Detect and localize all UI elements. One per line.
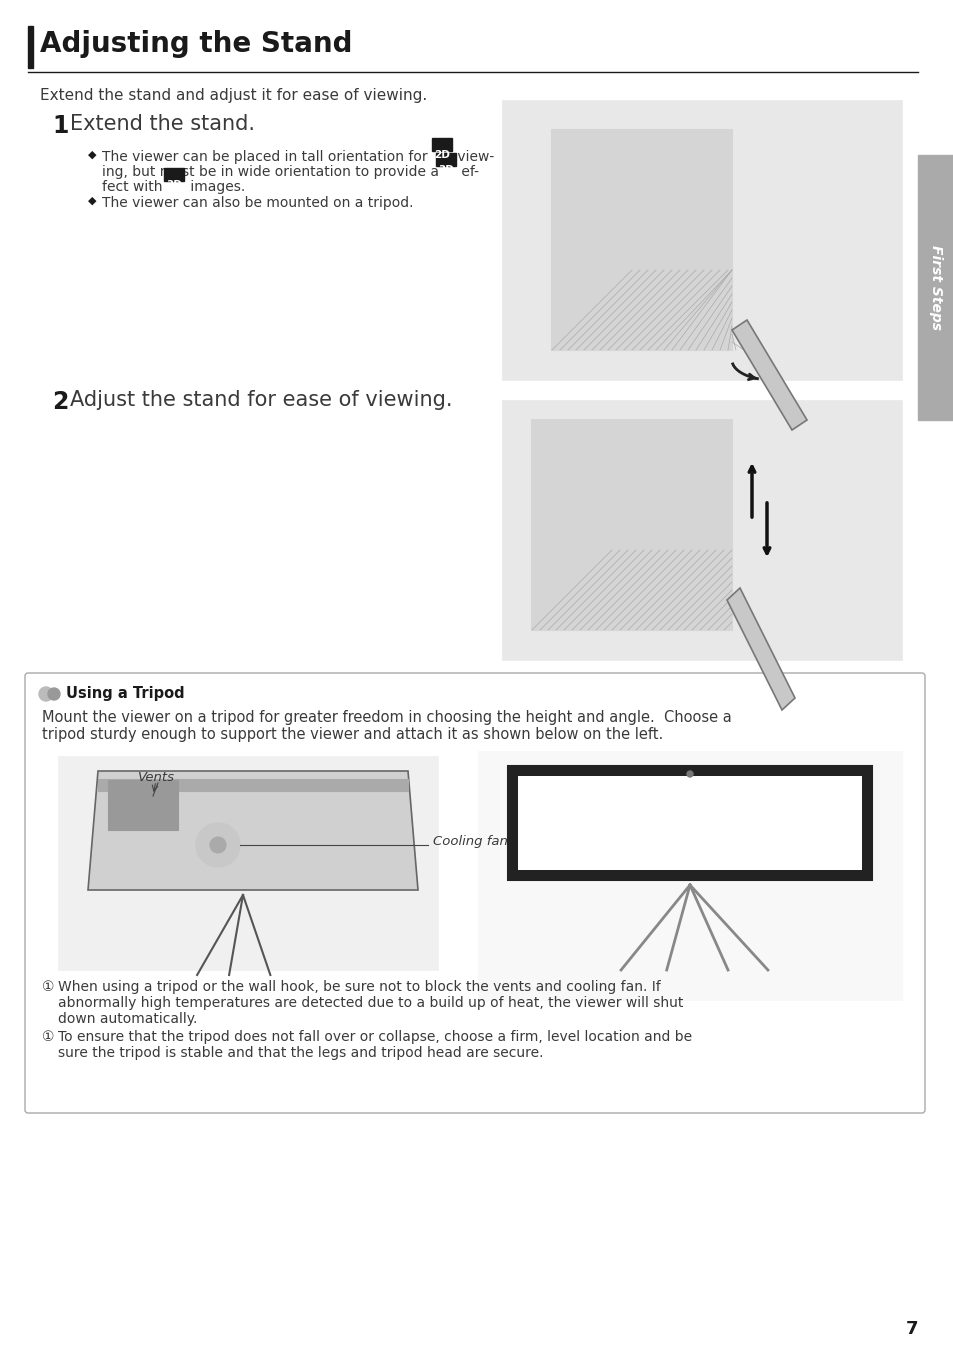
- Text: Cooling fan: Cooling fan: [433, 835, 507, 849]
- Text: 3D: 3D: [166, 180, 182, 190]
- Text: fect with: fect with: [102, 180, 167, 194]
- Bar: [517, 776, 862, 871]
- Text: 2D: 2D: [434, 150, 450, 160]
- Text: 2: 2: [52, 390, 69, 414]
- Text: ing, but must be in wide orientation to provide a: ing, but must be in wide orientation to …: [102, 165, 443, 179]
- Circle shape: [39, 686, 53, 701]
- Text: To ensure that the tripod does not fall over or collapse, choose a firm, level l: To ensure that the tripod does not fall …: [58, 1030, 691, 1044]
- FancyBboxPatch shape: [25, 673, 924, 1113]
- Text: 3D: 3D: [437, 165, 454, 175]
- Text: ①: ①: [42, 1030, 54, 1044]
- Text: Mount the viewer on a tripod for greater freedom in choosing the height and angl: Mount the viewer on a tripod for greater…: [42, 709, 731, 724]
- Text: images.: images.: [186, 180, 245, 194]
- Text: Using a Tripod: Using a Tripod: [66, 686, 185, 701]
- Text: Adjusting the Stand: Adjusting the Stand: [40, 30, 352, 58]
- Text: Extend the stand and adjust it for ease of viewing.: Extend the stand and adjust it for ease …: [40, 88, 427, 103]
- Bar: [532, 420, 731, 630]
- Polygon shape: [726, 588, 794, 709]
- Circle shape: [195, 823, 240, 867]
- Text: ef-: ef-: [456, 165, 478, 179]
- Bar: [507, 766, 871, 880]
- Text: ◆: ◆: [88, 196, 96, 206]
- Text: When using a tripod or the wall hook, be sure not to block the vents and cooling: When using a tripod or the wall hook, be…: [58, 980, 660, 994]
- Circle shape: [139, 814, 152, 829]
- Bar: [164, 168, 184, 181]
- Text: tripod sturdy enough to support the viewer and attach it as shown below on the l: tripod sturdy enough to support the view…: [42, 727, 662, 742]
- Circle shape: [157, 814, 171, 829]
- Bar: [436, 153, 456, 167]
- Text: Extend the stand.: Extend the stand.: [70, 114, 254, 134]
- Text: view-: view-: [453, 150, 494, 164]
- Polygon shape: [88, 770, 417, 890]
- Circle shape: [48, 688, 60, 700]
- Text: Adjust the stand for ease of viewing.: Adjust the stand for ease of viewing.: [70, 390, 452, 410]
- Text: abnormally high temperatures are detected due to a build up of heat, the viewer : abnormally high temperatures are detecte…: [58, 997, 682, 1010]
- Text: 7: 7: [904, 1320, 917, 1338]
- Bar: [432, 138, 452, 152]
- Bar: [58, 756, 437, 969]
- Text: Vents: Vents: [138, 770, 174, 784]
- Bar: [108, 780, 178, 830]
- Polygon shape: [731, 320, 806, 431]
- Text: ①: ①: [42, 980, 54, 994]
- Circle shape: [121, 814, 135, 829]
- Bar: [552, 130, 731, 349]
- Bar: [501, 399, 901, 659]
- Text: ◆: ◆: [88, 150, 96, 160]
- Text: The viewer can also be mounted on a tripod.: The viewer can also be mounted on a trip…: [102, 196, 413, 210]
- Bar: [477, 751, 901, 1001]
- Circle shape: [210, 837, 226, 853]
- Bar: [28, 26, 33, 68]
- Text: 1: 1: [52, 114, 69, 138]
- Circle shape: [686, 770, 692, 777]
- Bar: [917, 154, 953, 420]
- Bar: [501, 100, 901, 380]
- Text: down automatically.: down automatically.: [58, 1011, 197, 1026]
- Text: The viewer can be placed in tall orientation for: The viewer can be placed in tall orienta…: [102, 150, 432, 164]
- Text: First Steps: First Steps: [928, 245, 942, 330]
- Bar: [98, 779, 408, 791]
- Text: sure the tripod is stable and that the legs and tripod head are secure.: sure the tripod is stable and that the l…: [58, 1047, 543, 1060]
